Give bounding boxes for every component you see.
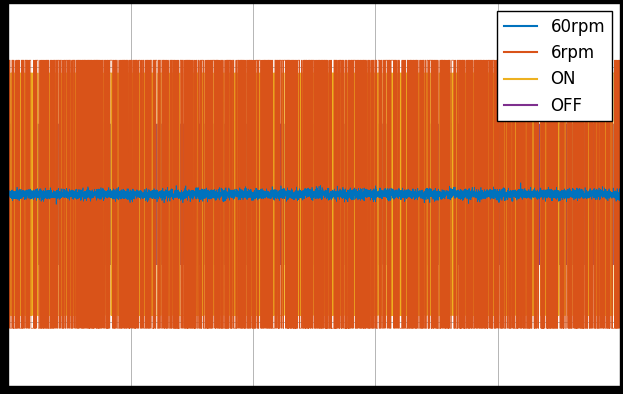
- 6rpm: [459, 58, 466, 63]
- ON: [491, 313, 498, 318]
- OFF: [226, 122, 234, 126]
- OFF: [491, 262, 498, 267]
- 60rpm: [393, 192, 401, 197]
- Line: ON: ON: [8, 73, 621, 316]
- 6rpm: [393, 58, 401, 63]
- ON: [367, 313, 374, 318]
- OFF: [617, 122, 623, 126]
- OFF: [5, 122, 12, 126]
- Legend: 60rpm, 6rpm, ON, OFF: 60rpm, 6rpm, ON, OFF: [497, 11, 612, 121]
- 60rpm: [517, 180, 525, 185]
- 60rpm: [367, 191, 374, 196]
- Line: 6rpm: 6rpm: [8, 60, 621, 328]
- Line: OFF: OFF: [8, 124, 621, 264]
- ON: [36, 313, 43, 318]
- 60rpm: [491, 188, 498, 192]
- ON: [5, 313, 12, 318]
- OFF: [367, 122, 374, 126]
- 6rpm: [617, 326, 623, 331]
- 60rpm: [52, 202, 60, 206]
- 60rpm: [617, 188, 623, 192]
- ON: [226, 71, 234, 75]
- 60rpm: [459, 194, 466, 199]
- 6rpm: [491, 58, 498, 63]
- 60rpm: [36, 190, 43, 195]
- 6rpm: [4, 326, 12, 331]
- 6rpm: [36, 326, 43, 331]
- OFF: [36, 122, 43, 126]
- Line: 60rpm: 60rpm: [8, 183, 621, 204]
- ON: [4, 71, 12, 75]
- ON: [393, 71, 401, 75]
- OFF: [459, 262, 466, 267]
- OFF: [393, 122, 401, 126]
- 60rpm: [4, 193, 12, 198]
- 6rpm: [367, 326, 374, 331]
- ON: [459, 71, 466, 75]
- 6rpm: [226, 326, 234, 331]
- 60rpm: [226, 192, 234, 197]
- ON: [617, 71, 623, 75]
- 6rpm: [5, 58, 12, 63]
- OFF: [4, 262, 12, 267]
